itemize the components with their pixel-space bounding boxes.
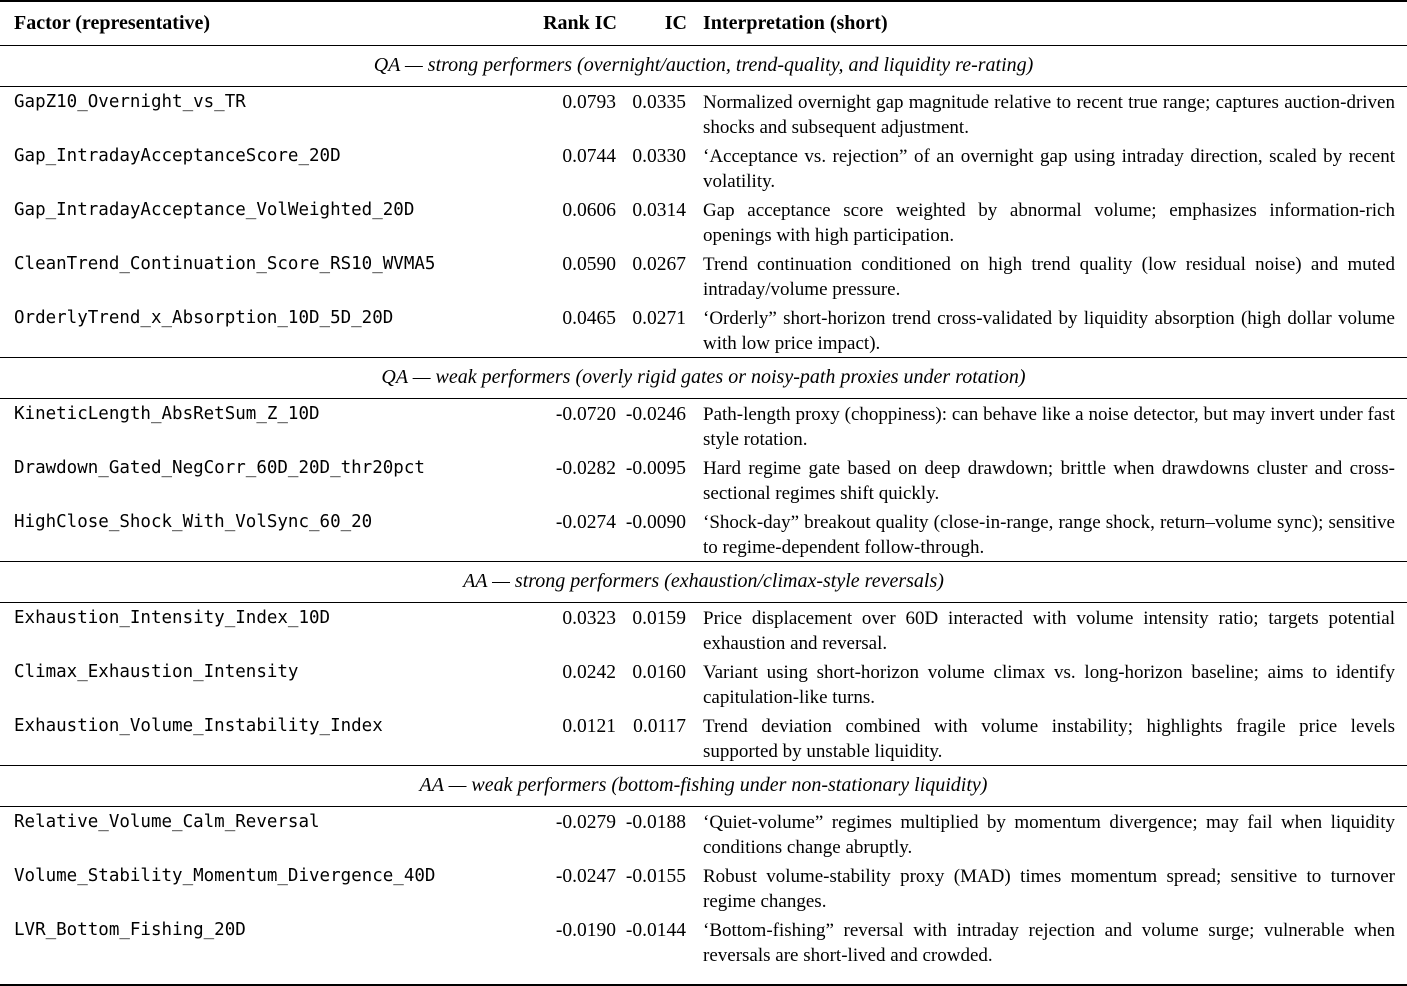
section-title: QA — weak performers (overly rigid gates… xyxy=(0,357,1407,399)
rank-ic-cell: -0.0279 xyxy=(555,812,616,833)
section-title: AA — strong performers (exhaustion/clima… xyxy=(0,561,1407,603)
rank-ic-cell: 0.0323 xyxy=(562,608,616,629)
factor-cell: Relative_Volume_Calm_Reversal xyxy=(14,812,320,832)
rank-ic-cell: 0.0465 xyxy=(562,308,616,329)
rank-ic-cell: -0.0282 xyxy=(555,458,616,479)
interpretation-cell: Gap acceptance score weighted by abnorma… xyxy=(703,200,1395,246)
table-row: Exhaustion_Volume_Instability_Index 0.01… xyxy=(0,711,1407,766)
factor-cell: CleanTrend_Continuation_Score_RS10_WVMA5 xyxy=(14,254,436,274)
factor-cell: KineticLength_AbsRetSum_Z_10D xyxy=(14,404,320,424)
column-header-factor: Factor (representative) xyxy=(14,12,211,34)
interpretation-cell: ‘Quiet-volume” regimes multiplied by mom… xyxy=(703,812,1395,858)
column-header-ic: IC xyxy=(664,12,687,34)
column-header-interpretation: Interpretation (short) xyxy=(703,12,888,34)
rank-ic-cell: -0.0720 xyxy=(555,404,616,425)
factor-cell: OrderlyTrend_x_Absorption_10D_5D_20D xyxy=(14,308,394,328)
table-row: CleanTrend_Continuation_Score_RS10_WVMA5… xyxy=(0,249,1407,303)
interpretation-cell: Robust volume-stability proxy (MAD) time… xyxy=(703,866,1395,912)
section-header-row: QA — weak performers (overly rigid gates… xyxy=(0,357,1407,399)
table-row: Volume_Stability_Momentum_Divergence_40D… xyxy=(0,861,1407,915)
ic-cell: 0.0271 xyxy=(632,308,686,329)
factor-cell: Gap_IntradayAcceptanceScore_20D xyxy=(14,146,341,166)
table-row: Exhaustion_Intensity_Index_10D 0.0323 0.… xyxy=(0,603,1407,658)
factor-cell: Exhaustion_Intensity_Index_10D xyxy=(14,608,331,628)
rank-ic-cell: -0.0247 xyxy=(555,866,616,887)
rank-ic-cell: 0.0793 xyxy=(562,92,616,113)
section-title: QA — strong performers (overnight/auctio… xyxy=(0,45,1407,87)
factor-cell: HighClose_Shock_With_VolSync_60_20 xyxy=(14,512,373,532)
ic-cell: 0.0159 xyxy=(632,608,686,629)
ic-cell: 0.0335 xyxy=(632,92,686,113)
factor-cell: Climax_Exhaustion_Intensity xyxy=(14,662,299,682)
interpretation-cell: Normalized overnight gap magnitude relat… xyxy=(703,92,1395,138)
interpretation-cell: ‘Shock-day” breakout quality (close-in-r… xyxy=(703,512,1395,558)
rank-ic-cell: 0.0744 xyxy=(562,146,616,167)
table-row: Drawdown_Gated_NegCorr_60D_20D_thr20pct … xyxy=(0,453,1407,507)
rank-ic-cell: -0.0190 xyxy=(555,920,616,941)
table-row: HighClose_Shock_With_VolSync_60_20 -0.02… xyxy=(0,507,1407,562)
table-row: GapZ10_Overnight_vs_TR 0.0793 0.0335 Nor… xyxy=(0,87,1407,142)
ic-cell: 0.0160 xyxy=(632,662,686,683)
table-row: Gap_IntradayAcceptance_VolWeighted_20D 0… xyxy=(0,195,1407,249)
ic-cell: 0.0117 xyxy=(633,716,686,737)
interpretation-cell: Variant using short-horizon volume clima… xyxy=(703,662,1395,708)
interpretation-cell: ‘Bottom-fishing” reversal with intraday … xyxy=(703,920,1395,966)
interpretation-cell: Path-length proxy (choppiness): can beha… xyxy=(703,404,1395,450)
ic-cell: -0.0188 xyxy=(625,812,686,833)
table-row: Relative_Volume_Calm_Reversal -0.0279 -0… xyxy=(0,807,1407,862)
section-header-row: QA — strong performers (overnight/auctio… xyxy=(0,45,1407,87)
table-header: Factor (representative) Rank IC IC Inter… xyxy=(0,1,1407,46)
ic-cell: 0.0314 xyxy=(632,200,686,221)
ic-cell: 0.0267 xyxy=(632,254,686,275)
table-row: Gap_IntradayAcceptanceScore_20D 0.0744 0… xyxy=(0,141,1407,195)
rank-ic-cell: 0.0606 xyxy=(562,200,616,221)
ic-cell: -0.0095 xyxy=(625,458,686,479)
factor-cell: Gap_IntradayAcceptance_VolWeighted_20D xyxy=(14,200,415,220)
section-header-row: AA — strong performers (exhaustion/clima… xyxy=(0,561,1407,603)
table-row: OrderlyTrend_x_Absorption_10D_5D_20D 0.0… xyxy=(0,303,1407,358)
ic-cell: -0.0246 xyxy=(625,404,686,425)
factor-cell: LVR_Bottom_Fishing_20D xyxy=(14,920,246,940)
table-row: Climax_Exhaustion_Intensity 0.0242 0.016… xyxy=(0,657,1407,711)
rank-ic-cell: -0.0274 xyxy=(555,512,616,533)
ic-cell: -0.0144 xyxy=(625,920,686,941)
rank-ic-cell: 0.0590 xyxy=(562,254,616,275)
factor-cell: GapZ10_Overnight_vs_TR xyxy=(14,92,246,112)
section-title: AA — weak performers (bottom-fishing und… xyxy=(0,765,1407,807)
rank-ic-cell: 0.0121 xyxy=(562,716,616,737)
interpretation-cell: Trend deviation combined with volume ins… xyxy=(703,716,1395,762)
factor-cell: Drawdown_Gated_NegCorr_60D_20D_thr20pct xyxy=(14,458,425,478)
column-header-rank-ic: Rank IC xyxy=(543,12,617,34)
ic-cell: -0.0155 xyxy=(625,866,686,887)
header-row: Factor (representative) Rank IC IC Inter… xyxy=(0,1,1407,46)
interpretation-cell: Price displacement over 60D interacted w… xyxy=(703,608,1395,654)
ic-cell: 0.0330 xyxy=(632,146,686,167)
table-row: LVR_Bottom_Fishing_20D -0.0190 -0.0144 ‘… xyxy=(0,915,1407,985)
factor-cell: Exhaustion_Volume_Instability_Index xyxy=(14,716,383,736)
interpretation-cell: ‘Acceptance vs. rejection” of an overnig… xyxy=(703,146,1395,192)
interpretation-cell: ‘Orderly” short-horizon trend cross-vali… xyxy=(703,308,1395,354)
rank-ic-cell: 0.0242 xyxy=(562,662,616,683)
section-header-row: AA — weak performers (bottom-fishing und… xyxy=(0,765,1407,807)
ic-cell: -0.0090 xyxy=(625,512,686,533)
table-row: KineticLength_AbsRetSum_Z_10D -0.0720 -0… xyxy=(0,399,1407,454)
interpretation-cell: Hard regime gate based on deep drawdown;… xyxy=(703,458,1395,504)
interpretation-cell: Trend continuation conditioned on high t… xyxy=(703,254,1395,300)
factor-cell: Volume_Stability_Momentum_Divergence_40D xyxy=(14,866,436,886)
